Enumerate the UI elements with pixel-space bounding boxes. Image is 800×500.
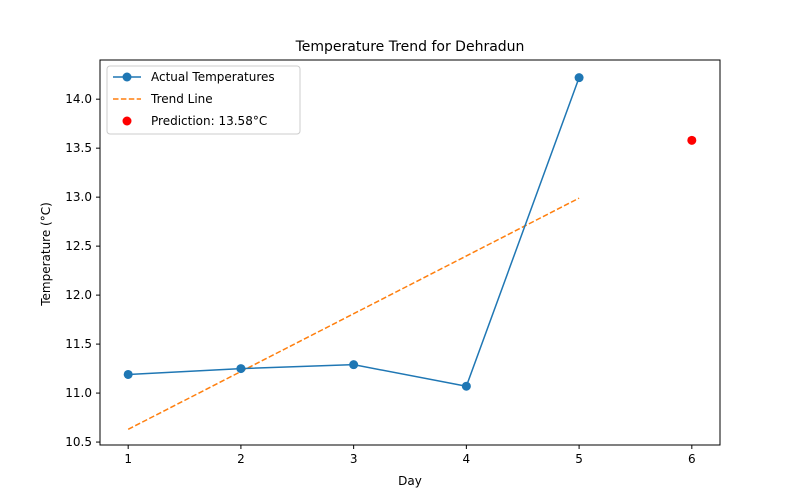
actual-temperature-point: [123, 369, 133, 379]
y-tick-label: 11.5: [65, 337, 92, 351]
x-tick-label: 2: [237, 452, 245, 466]
x-tick-label: 6: [688, 452, 696, 466]
y-tick-label: 13.0: [65, 190, 92, 204]
y-tick-label: 10.5: [65, 435, 92, 449]
axis-ticks: 1 2 3 4 5 6 10.5 11.0 11.5 12.0 12.5 13.0 13.5 14.0: [65, 92, 695, 466]
actual-temperature-point: [349, 360, 359, 370]
legend-actual-marker: [122, 72, 132, 82]
x-axis-label: Day: [398, 474, 422, 488]
actual-temperature-point: [574, 73, 584, 83]
plot-area: [123, 73, 697, 430]
x-tick-label: 3: [350, 452, 358, 466]
chart-title: Temperature Trend for Dehradun: [295, 39, 525, 55]
y-tick-label: 12.0: [65, 288, 92, 302]
y-tick-label: 14.0: [65, 92, 92, 106]
axes-frame: [99, 59, 721, 446]
actual-temperature-point: [236, 364, 246, 374]
y-tick-label: 13.5: [65, 141, 92, 155]
legend-label: Trend Line: [150, 92, 213, 106]
y-tick-label: 11.0: [65, 386, 92, 400]
actual-temperature-point: [461, 381, 471, 391]
legend-box: [106, 65, 301, 135]
legend: Actual Temperatures Trend Line Prediction:…: [106, 65, 301, 135]
prediction-point: [687, 135, 697, 145]
x-tick-label: 4: [463, 452, 471, 466]
legend-prediction-marker: [122, 116, 132, 126]
legend-label: Actual Temperatures: [151, 70, 275, 84]
trend-line: [127, 197, 580, 430]
legend-label: Prediction: 13.58°C: [151, 114, 267, 128]
y-tick-label: 12.5: [65, 239, 92, 253]
x-tick-label: 1: [124, 452, 132, 466]
y-axis-label: Temperature (°C): [39, 202, 53, 307]
x-tick-label: 5: [575, 452, 583, 466]
